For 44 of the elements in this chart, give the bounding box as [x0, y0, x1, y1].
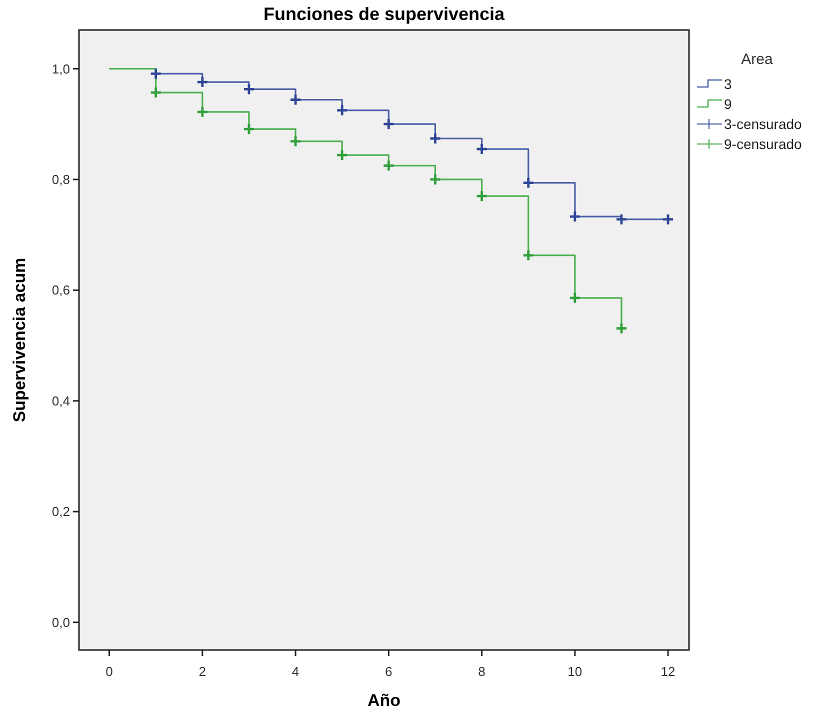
x-tick-label: 8 — [478, 664, 486, 679]
y-axis-title: Supervivencia acum — [10, 258, 29, 422]
y-tick-label: 0,8 — [52, 172, 70, 188]
legend-label: 9-censurado — [724, 136, 802, 152]
point — [196, 76, 209, 88]
point — [568, 292, 582, 304]
x-tick-label: 12 — [660, 664, 676, 679]
point — [382, 159, 395, 172]
point — [242, 122, 256, 136]
point — [476, 190, 488, 202]
x-tick-label: 4 — [292, 664, 300, 679]
point — [568, 210, 582, 223]
point — [336, 148, 348, 162]
point — [522, 249, 535, 262]
point — [522, 176, 535, 189]
point — [382, 118, 395, 130]
x-tick-label: 0 — [106, 664, 113, 679]
y-tick-label: 0,2 — [52, 504, 70, 520]
point — [196, 106, 209, 118]
point — [150, 68, 162, 80]
x-tick-label: 10 — [568, 664, 582, 679]
y-tick-label: 0,4 — [52, 393, 70, 408]
point — [289, 135, 302, 148]
legend-label: 9 — [724, 96, 732, 112]
legend-label: 3 — [724, 76, 732, 92]
chart-title: Funciones de supervivencia — [263, 4, 506, 24]
x-tick-label: 6 — [385, 664, 392, 679]
y-tick-label: 1,0 — [52, 61, 70, 76]
point — [150, 86, 162, 99]
point — [429, 132, 442, 145]
point — [336, 104, 348, 116]
x-tick-label: 2 — [198, 664, 206, 679]
y-tick-label: 0,0 — [52, 614, 70, 630]
legend-label: 3-censurado — [724, 116, 802, 132]
point — [289, 94, 302, 106]
point — [242, 83, 256, 96]
y-tick-label: 0,6 — [52, 282, 70, 298]
point — [615, 322, 628, 335]
point — [429, 173, 442, 186]
point — [615, 213, 628, 226]
x-axis-title: Año — [367, 691, 401, 710]
legend-title: Area — [741, 51, 774, 68]
point — [662, 213, 674, 226]
point — [476, 142, 488, 156]
